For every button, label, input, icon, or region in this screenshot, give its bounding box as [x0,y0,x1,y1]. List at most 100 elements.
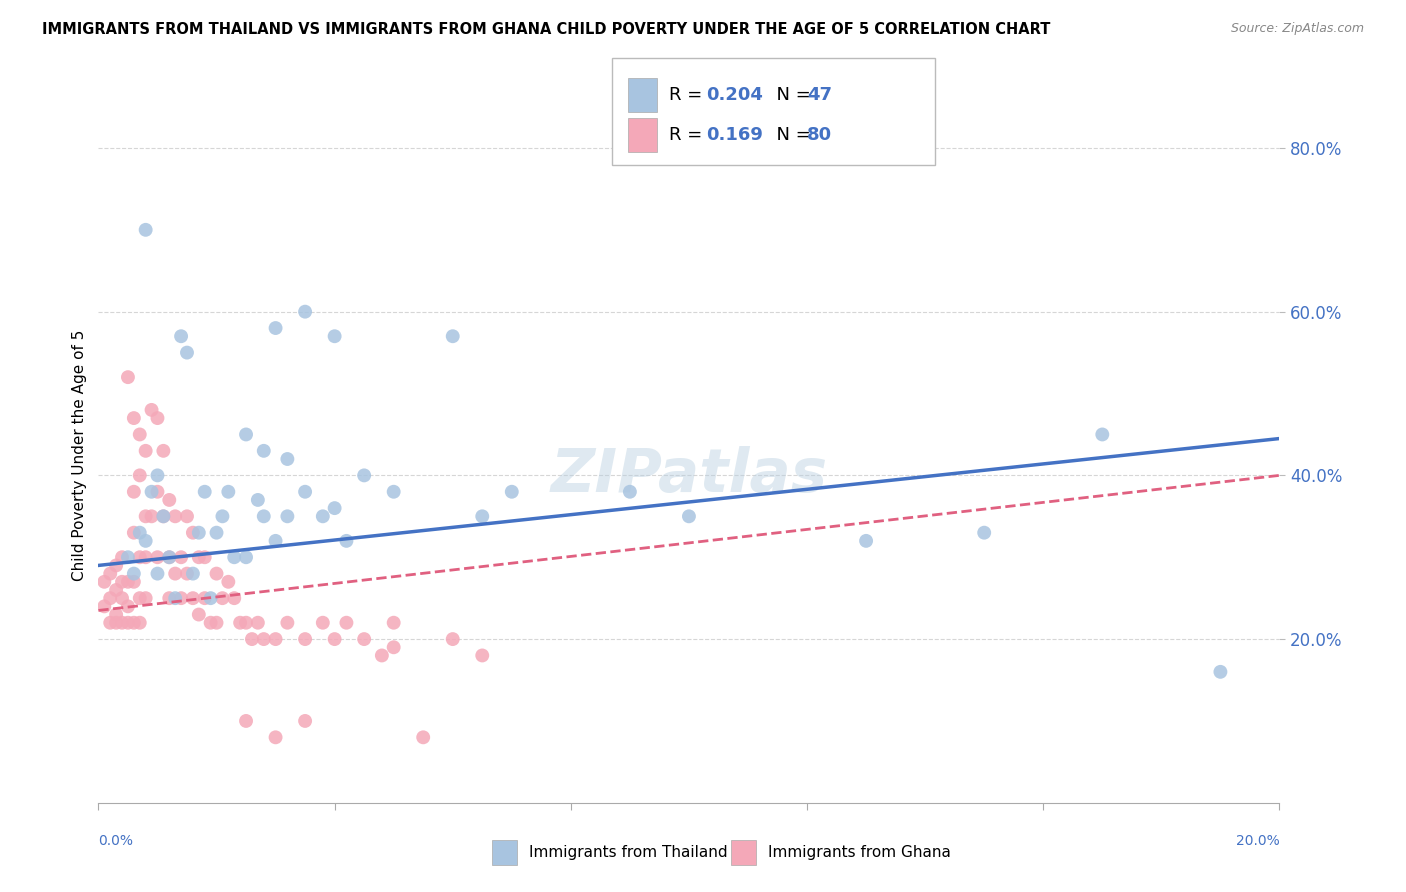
Point [1091,427,1114,442]
Point [135,223,157,237]
Point [181,566,204,581]
Point [165,509,187,524]
Point [128,525,150,540]
Point [205,566,228,581]
Point [276,509,298,524]
Point [471,509,494,524]
Point [146,484,169,499]
Point [312,615,335,630]
Point [246,492,269,507]
Point [187,607,209,622]
Point [176,509,198,524]
Point [122,484,145,499]
Point [200,615,222,630]
Point [117,615,139,630]
Point [135,550,157,565]
Point [128,615,150,630]
Point [441,329,464,343]
Point [335,615,357,630]
Point [122,411,145,425]
Point [135,533,157,548]
Point [855,533,877,548]
Text: N =: N = [765,126,817,144]
Point [264,632,287,646]
Point [105,615,128,630]
Point [382,484,405,499]
Y-axis label: Child Poverty Under the Age of 5: Child Poverty Under the Age of 5 [72,329,87,581]
Point [323,501,346,516]
Point [93,599,115,614]
Point [501,484,523,499]
Point [105,582,128,597]
Point [211,509,233,524]
Point [157,492,180,507]
Point [152,443,174,458]
Point [122,574,145,589]
Point [235,615,257,630]
Text: IMMIGRANTS FROM THAILAND VS IMMIGRANTS FROM GHANA CHILD POVERTY UNDER THE AGE OF: IMMIGRANTS FROM THAILAND VS IMMIGRANTS F… [42,22,1050,37]
Point [240,632,263,646]
Text: ZIPatlas: ZIPatlas [550,446,828,505]
Text: 0.0%: 0.0% [98,834,134,848]
Point [117,550,139,565]
Text: N =: N = [765,86,817,103]
Point [141,403,163,417]
Point [678,509,700,524]
Point [128,550,150,565]
Point [1209,665,1232,679]
Text: 47: 47 [807,86,832,103]
Point [128,427,150,442]
Point [98,566,121,581]
Point [217,484,239,499]
Point [294,484,316,499]
Point [264,321,287,335]
Point [141,484,163,499]
Point [294,304,316,318]
Point [157,550,180,565]
Point [371,648,394,663]
Point [335,533,357,548]
Point [176,566,198,581]
Text: Immigrants from Ghana: Immigrants from Ghana [768,846,950,860]
Point [128,591,150,606]
Point [229,615,252,630]
Point [973,525,995,540]
Point [224,591,246,606]
Text: 0.204: 0.204 [706,86,762,103]
Point [170,329,193,343]
Point [194,484,217,499]
Point [135,509,157,524]
Point [181,591,204,606]
Point [200,591,222,606]
Point [181,525,204,540]
Point [98,591,121,606]
Point [122,525,145,540]
Point [146,411,169,425]
Point [276,615,298,630]
Point [111,550,134,565]
Point [117,599,139,614]
Point [122,566,145,581]
Point [146,468,169,483]
Point [619,484,641,499]
Point [471,648,494,663]
Point [294,632,316,646]
Point [176,345,198,359]
Point [205,615,228,630]
Point [170,591,193,606]
Point [294,714,316,728]
Point [165,591,187,606]
Point [235,550,257,565]
Point [117,574,139,589]
Text: Immigrants from Thailand: Immigrants from Thailand [529,846,727,860]
Point [235,427,257,442]
Text: 80: 80 [807,126,832,144]
Point [253,509,276,524]
Point [412,731,434,745]
Text: R =: R = [669,126,714,144]
Text: Source: ZipAtlas.com: Source: ZipAtlas.com [1230,22,1364,36]
Point [194,550,217,565]
Point [152,509,174,524]
Point [128,468,150,483]
Point [276,452,298,467]
